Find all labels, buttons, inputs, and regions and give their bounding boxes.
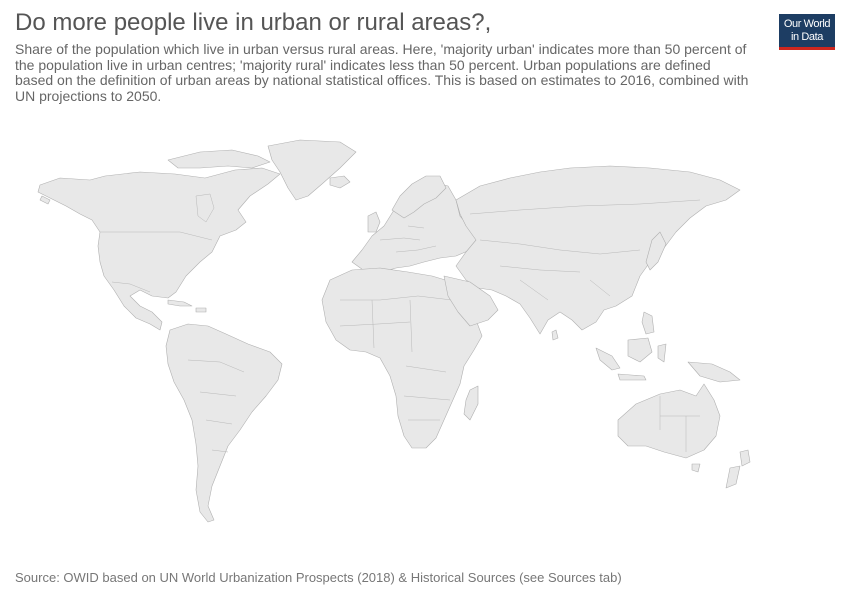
chart-subtitle: Share of the population which live in ur… bbox=[15, 41, 749, 104]
arabian-peninsula[interactable] bbox=[443, 275, 499, 327]
borneo[interactable] bbox=[627, 337, 653, 363]
sumatra[interactable] bbox=[595, 347, 621, 371]
sulawesi[interactable] bbox=[657, 343, 667, 363]
owid-logo[interactable]: Our World in Data bbox=[779, 14, 835, 50]
aleutian-islands[interactable] bbox=[39, 195, 51, 205]
philippines[interactable] bbox=[641, 311, 655, 335]
java[interactable] bbox=[617, 373, 647, 381]
south-america-borders bbox=[187, 359, 245, 453]
chart-title: Do more people live in urban or rural ar… bbox=[15, 9, 492, 36]
scandinavia[interactable] bbox=[391, 175, 447, 219]
cuba[interactable] bbox=[167, 299, 193, 307]
great-britain[interactable] bbox=[367, 211, 381, 233]
australia-borders bbox=[659, 396, 700, 452]
australia[interactable] bbox=[617, 383, 721, 459]
africa-borders bbox=[339, 295, 453, 421]
north-america-landmass[interactable] bbox=[37, 167, 281, 331]
logo-text-line2: in Data bbox=[790, 31, 824, 43]
africa-landmass[interactable] bbox=[321, 267, 483, 449]
arctic-archipelago[interactable] bbox=[167, 149, 271, 169]
new-zealand-south[interactable] bbox=[725, 465, 741, 489]
us-mexico-border bbox=[111, 281, 151, 293]
us-canada-border bbox=[100, 231, 213, 241]
asia-borders bbox=[469, 199, 701, 301]
japan[interactable] bbox=[645, 231, 667, 271]
sri-lanka[interactable] bbox=[551, 329, 559, 341]
logo-text-line1: Our World bbox=[783, 18, 831, 30]
europe-borders bbox=[379, 225, 437, 253]
greenland[interactable] bbox=[267, 139, 357, 201]
source-note: Source: OWID based on UN World Urbanizat… bbox=[15, 570, 622, 585]
tasmania[interactable] bbox=[691, 463, 701, 473]
new-zealand-north[interactable] bbox=[739, 449, 751, 467]
iceland[interactable] bbox=[329, 175, 351, 189]
madagascar[interactable] bbox=[463, 385, 479, 421]
new-guinea[interactable] bbox=[687, 361, 741, 383]
asia-landmass[interactable] bbox=[455, 165, 741, 335]
hispaniola[interactable] bbox=[195, 307, 207, 313]
hudson-bay-outline bbox=[195, 193, 215, 223]
